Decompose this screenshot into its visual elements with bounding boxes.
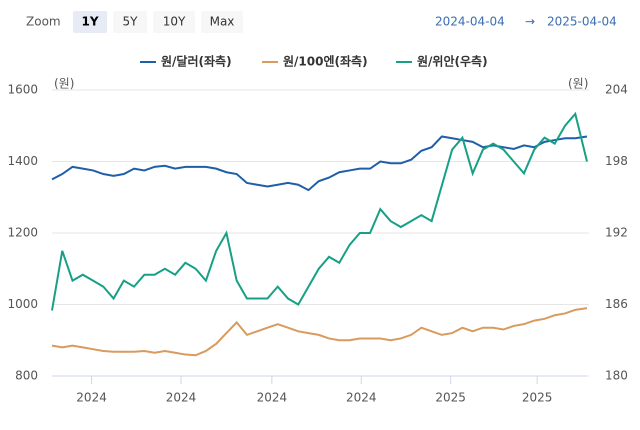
x-tick-label: 2025 bbox=[522, 391, 553, 405]
legend-item[interactable]: 원/100엔(좌측) bbox=[262, 54, 368, 69]
range-separator: → bbox=[525, 15, 535, 29]
series-line bbox=[51, 111, 588, 311]
y-tick-label: 1400 bbox=[7, 154, 38, 168]
legend-label: 원/100엔(좌측) bbox=[283, 54, 368, 69]
zoom-button-label: 5Y bbox=[123, 15, 139, 29]
range-to: 2025-04-04 bbox=[547, 15, 617, 29]
y2-tick-label: 198 bbox=[605, 154, 628, 168]
series-line bbox=[51, 307, 588, 357]
legend-label: 원/달러(좌측) bbox=[161, 54, 232, 69]
zoom-label: Zoom bbox=[26, 15, 61, 29]
y-tick-label: 800 bbox=[15, 369, 38, 383]
zoom-button[interactable]: 10Y bbox=[153, 11, 195, 33]
zoom-button-bg bbox=[201, 11, 243, 33]
x-tick-label: 2024 bbox=[257, 391, 288, 405]
zoom-button-label: 1Y bbox=[81, 15, 98, 29]
zoom-button-label: 10Y bbox=[163, 15, 186, 29]
zoom-button-label: Max bbox=[210, 15, 235, 29]
y2-tick-label: 186 bbox=[605, 297, 628, 311]
x-tick-label: 2025 bbox=[435, 391, 466, 405]
zoom-button[interactable]: 5Y bbox=[113, 11, 147, 33]
y2-tick-label: 180 bbox=[605, 369, 628, 383]
zoom-button-bg bbox=[153, 11, 195, 33]
x-tick-label: 2024 bbox=[166, 391, 197, 405]
zoom-button-bg bbox=[113, 11, 147, 33]
legend-item[interactable]: 원/달러(좌측) bbox=[140, 54, 232, 69]
zoom-button-bg bbox=[73, 11, 107, 33]
y2-tick-label: 192 bbox=[605, 226, 628, 240]
x-tick-label: 2024 bbox=[76, 391, 107, 405]
y-axis-title: (원) bbox=[54, 77, 74, 91]
series-line bbox=[51, 135, 588, 192]
y-tick-label: 1200 bbox=[7, 226, 38, 240]
y2-axis-title: (원) bbox=[568, 77, 588, 91]
legend-item[interactable]: 원/위안(우측) bbox=[396, 54, 488, 69]
y2-tick-label: 204 bbox=[605, 83, 628, 97]
zoom-button[interactable]: Max bbox=[201, 11, 243, 33]
zoom-button[interactable]: 1Y bbox=[73, 11, 107, 33]
x-tick-label: 2024 bbox=[346, 391, 377, 405]
range-from: 2024-04-04 bbox=[435, 15, 505, 29]
y-tick-label: 1600 bbox=[7, 83, 38, 97]
y-tick-label: 1000 bbox=[7, 297, 38, 311]
legend-label: 원/위안(우측) bbox=[417, 54, 488, 69]
